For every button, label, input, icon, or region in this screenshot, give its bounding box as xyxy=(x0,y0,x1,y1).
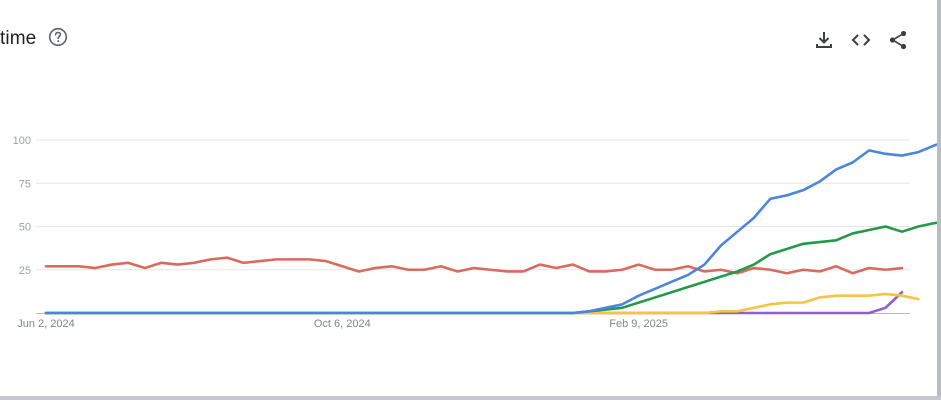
series-line-2[interactable] xyxy=(44,220,937,315)
chart-grid xyxy=(36,139,910,314)
share-icon[interactable] xyxy=(887,29,909,51)
series-line-1[interactable] xyxy=(44,140,937,315)
card-title: time xyxy=(0,28,37,49)
x-tick-label: Feb 9, 2025 xyxy=(609,318,668,330)
x-axis-ticks: Jun 2, 2024 Oct 6, 2024 Feb 9, 2025 xyxy=(17,318,668,330)
x-tick-label: Jun 2, 2024 xyxy=(17,318,75,330)
window-edge-bottom xyxy=(0,396,941,400)
series-line-4[interactable] xyxy=(44,292,920,315)
y-axis-ticks: 25 50 75 100 xyxy=(13,135,31,277)
y-tick-label: 100 xyxy=(13,135,31,147)
embed-code-icon[interactable] xyxy=(850,29,872,51)
x-tick-label: Oct 6, 2024 xyxy=(314,318,371,330)
download-icon[interactable] xyxy=(813,29,835,51)
chart-series xyxy=(44,140,937,315)
window-edge-right xyxy=(937,0,941,400)
y-tick-label: 50 xyxy=(19,222,31,234)
y-tick-label: 25 xyxy=(19,265,31,277)
y-tick-label: 75 xyxy=(19,178,31,190)
series-line-3[interactable] xyxy=(44,256,904,275)
card-header: time xyxy=(0,22,937,58)
series-line-5[interactable] xyxy=(44,290,904,315)
help-circle-icon[interactable] xyxy=(48,27,68,47)
